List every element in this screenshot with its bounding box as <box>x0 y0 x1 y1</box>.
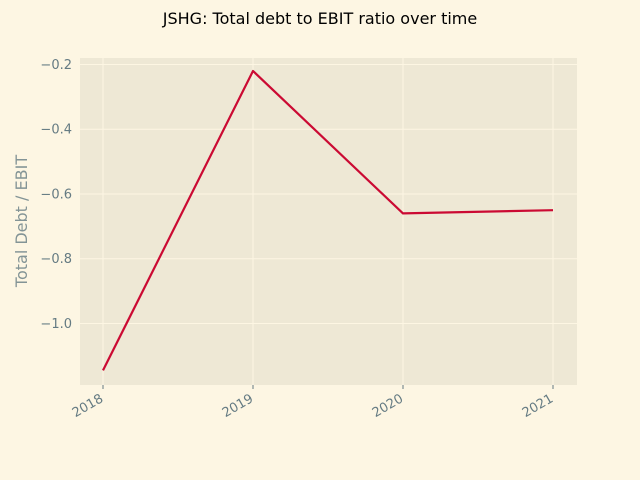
y-tick-label: −0.2 <box>40 58 72 73</box>
series-line <box>102 69 554 371</box>
grid <box>80 58 577 385</box>
x-tick-label: 2021 <box>520 391 556 421</box>
series-layer <box>102 69 554 371</box>
plot-area <box>80 58 577 385</box>
y-axis-label: Total Debt / EBIT <box>12 155 31 288</box>
y-tick-label: −0.8 <box>40 252 72 267</box>
y-tick-label: −1.0 <box>40 317 72 332</box>
x-tick-label: 2018 <box>70 391 106 421</box>
chart-title: JSHG: Total debt to EBIT ratio over time <box>162 9 477 28</box>
x-tick-label: 2019 <box>220 391 256 421</box>
y-tick-label: −0.4 <box>40 123 72 138</box>
y-tick-label: −0.6 <box>40 187 72 202</box>
x-tick-label: 2020 <box>370 391 406 421</box>
